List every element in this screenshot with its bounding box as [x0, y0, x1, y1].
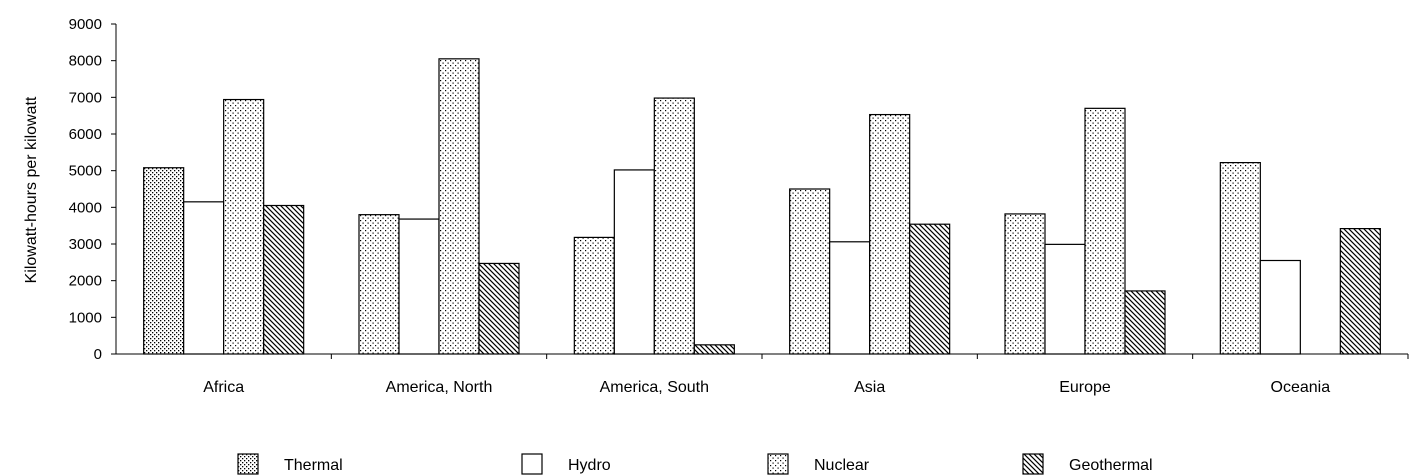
bar-hydro-1 [398, 218, 440, 355]
y-tick-label: 4000 [69, 199, 102, 216]
bar-thermal-4 [1004, 213, 1046, 355]
bar-nuclear-2 [653, 97, 695, 355]
y-axis-ticks: 0 1000 2000 3000 4000 5000 6000 7000 8000 9000 [69, 16, 116, 363]
legend-label-nuclear: Nuclear [814, 457, 870, 474]
bar-nuclear-0 [223, 98, 265, 355]
bar-hydro-2 [613, 169, 655, 355]
legend-label-thermal: Thermal [284, 457, 343, 474]
y-tick-label: 3000 [69, 236, 102, 253]
legend-swatch-thermal [237, 453, 259, 475]
y-tick-label: 0 [94, 346, 102, 363]
bar-geothermal-5 [1339, 228, 1381, 355]
category-label: Africa [203, 379, 244, 396]
category-label: America, North [386, 379, 493, 396]
category-label: Oceania [1271, 379, 1331, 396]
y-tick-label: 8000 [69, 53, 102, 70]
bar-thermal-5 [1219, 162, 1261, 355]
bar-hydro-5 [1259, 259, 1301, 355]
bar-geothermal-3 [909, 223, 951, 355]
legend-swatch-geothermal [1022, 453, 1044, 475]
bar-thermal-2 [573, 236, 615, 355]
legend: Thermal Hydro Nuclear Geothermal [237, 453, 1153, 475]
bar-geothermal-4 [1124, 290, 1166, 355]
bar-nuclear-4 [1084, 107, 1126, 355]
bar-thermal-1 [358, 214, 400, 355]
category-label: America, South [600, 379, 709, 396]
category-label: Europe [1059, 379, 1111, 396]
y-tick-label: 6000 [69, 126, 102, 143]
bar-nuclear-3 [869, 113, 911, 355]
y-tick-label: 2000 [69, 273, 102, 290]
category-label: Asia [854, 379, 885, 396]
bar-geothermal-2 [693, 344, 735, 355]
y-tick-label: 9000 [69, 16, 102, 33]
legend-label-geothermal: Geothermal [1069, 457, 1153, 474]
bar-thermal-3 [789, 188, 831, 355]
legend-swatch-hydro [521, 453, 543, 475]
bar-hydro-3 [829, 241, 871, 355]
bar-thermal-0 [143, 167, 185, 355]
bar-hydro-0 [183, 201, 225, 355]
legend-swatch-nuclear [767, 453, 789, 475]
bars [143, 58, 1381, 355]
bar-nuclear-1 [438, 58, 480, 355]
y-axis-title: Kilowatt-hours per kilowatt [23, 96, 40, 283]
bar-geothermal-1 [478, 262, 520, 355]
legend-label-hydro: Hydro [568, 457, 611, 474]
category-labels: Africa America, North America, South Asia Eu… [203, 354, 1409, 396]
y-tick-label: 7000 [69, 89, 102, 106]
bar-hydro-4 [1044, 243, 1086, 355]
bar-geothermal-0 [263, 204, 305, 355]
y-tick-label: 1000 [69, 309, 102, 326]
y-tick-label: 5000 [69, 163, 102, 180]
